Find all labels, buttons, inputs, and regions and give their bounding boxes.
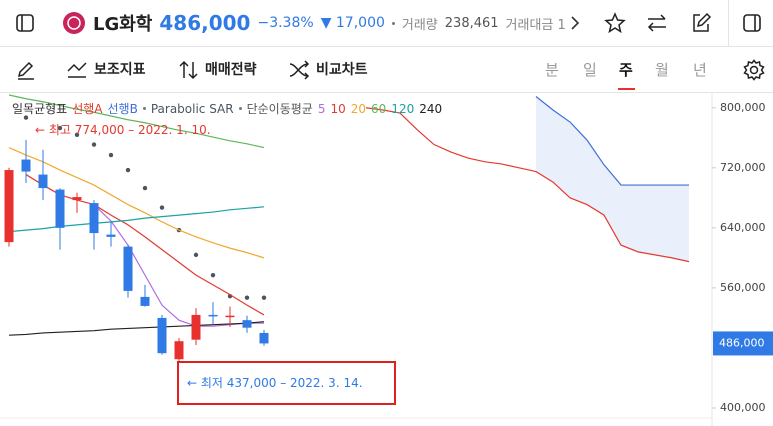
legend-entry: 240: [419, 101, 443, 116]
legend-group: 일목균형표: [12, 102, 68, 116]
candle-body: [208, 314, 218, 317]
selected-underline: [618, 88, 635, 90]
volume-label: 거래량: [401, 17, 438, 33]
chart: 400,000 560,000 640,000 720,000 800,000 486,0…: [0, 93, 773, 426]
sar-dot: [193, 252, 199, 258]
candle-body: [225, 315, 235, 318]
period-tab[interactable]: 분: [545, 61, 559, 79]
sar-dot: [244, 295, 250, 300]
candle-body: [123, 246, 133, 291]
candle-body: [106, 234, 116, 237]
strategy-icon[interactable]: [178, 60, 200, 80]
tool-button[interactable]: 매매전략: [205, 62, 257, 78]
period-tab[interactable]: 월: [655, 61, 669, 79]
y-tick-label: 560,000: [720, 281, 766, 294]
indicator-line: [93, 204, 264, 327]
period-tab[interactable]: 년: [693, 61, 707, 79]
legend: 일목균형표 선행A 선행B Parabolic SAR 단순이동평균 5 10 …: [12, 100, 442, 117]
indicator-line: [8, 321, 265, 336]
header: LG화학 486,000 −3.38% ▼ 17,000 거래량 238,461…: [0, 0, 773, 47]
indicator-line: [535, 96, 689, 186]
legend-entry: 선행B: [107, 102, 138, 116]
sar-dot: [210, 272, 216, 278]
candle-body: [21, 159, 31, 172]
legend-entry: 10: [330, 101, 346, 116]
y-tick-label: 720,000: [720, 161, 766, 174]
separator: [142, 107, 146, 110]
candle-body: [191, 314, 201, 340]
y-tick-label: 640,000: [720, 221, 766, 234]
sar-dot: [159, 205, 165, 210]
stock-name: LG화학: [93, 14, 153, 35]
legend-entry: 선행A: [72, 102, 103, 116]
last-price-label: 486,000: [719, 336, 765, 349]
annotation-high: ← 최고 774,000 – 2022. 1. 10.: [35, 123, 211, 137]
price: 486,000: [159, 11, 251, 35]
legend-entry: 5: [317, 101, 326, 116]
edit-icon[interactable]: [690, 12, 712, 34]
panel-toggle-icon[interactable]: [16, 14, 34, 32]
swap-icon[interactable]: [646, 13, 668, 33]
period-tab[interactable]: 일: [583, 61, 597, 79]
candle-body: [259, 332, 269, 344]
settings-icon[interactable]: [743, 59, 765, 81]
candle-body: [38, 174, 48, 189]
sar-dot: [91, 142, 97, 147]
sar-dot: [261, 295, 267, 300]
more-arrow[interactable]: [570, 16, 580, 30]
sar-dot: [23, 115, 29, 120]
y-tick-label: 800,000: [720, 101, 766, 114]
sar-dot: [57, 125, 63, 131]
legend-entry: Parabolic SAR: [150, 101, 234, 116]
change-pct: −3.38%: [257, 15, 314, 31]
side-panel-icon[interactable]: [743, 14, 761, 32]
candle-body: [4, 170, 14, 243]
candle-body: [55, 189, 65, 228]
indicator-line: [8, 94, 265, 149]
amount-label: 거래대금 1: [505, 17, 566, 33]
indicator-line: [8, 146, 265, 259]
annotation-low: ← 최저 437,000 – 2022. 3. 14.: [187, 376, 363, 390]
toolbar: 보조지표 매매전략 비교차트 분 일 주 월 년: [0, 47, 773, 93]
stock-summary: LG화학 486,000 −3.38% ▼ 17,000 거래량 238,461…: [62, 0, 567, 46]
divider: [728, 0, 729, 46]
indicator-line: [8, 206, 265, 233]
volume: 238,461: [444, 15, 499, 31]
highlight-box: [177, 361, 396, 405]
tool-button[interactable]: 비교차트: [316, 62, 368, 78]
y-tick-label: 400,000: [720, 401, 766, 414]
draw-icon[interactable]: [16, 60, 36, 80]
favorite-icon[interactable]: [604, 12, 626, 34]
indicator-icon[interactable]: [66, 61, 88, 79]
legend-entry: 120: [391, 101, 415, 116]
sar-dot: [125, 167, 131, 173]
ichimoku-cloud: [536, 96, 689, 262]
candle-body: [174, 341, 184, 360]
candle-body: [157, 317, 167, 354]
sar-dot: [108, 152, 114, 158]
period-tab[interactable]: 주: [619, 61, 633, 79]
candle-body: [242, 320, 252, 328]
candle-body: [140, 296, 150, 306]
stock-logo: [63, 12, 85, 34]
legend-group: 단순이동평균: [246, 102, 313, 116]
separator: [238, 107, 242, 110]
sar-dot: [74, 132, 80, 137]
indicator-line: [25, 174, 265, 316]
sar-dot: [142, 185, 148, 191]
plot-area: [4, 94, 690, 363]
compare-icon[interactable]: [288, 60, 310, 80]
change: ▼ 17,000: [320, 15, 385, 31]
indicator-line: [365, 107, 690, 263]
tool-button[interactable]: 보조지표: [94, 62, 146, 78]
legend-entry: 60: [371, 101, 387, 116]
candle-body: [89, 203, 99, 234]
legend-entry: 20: [350, 101, 367, 116]
separator: [391, 21, 395, 25]
last-price-box: [713, 331, 773, 356]
candle-body: [72, 197, 82, 201]
